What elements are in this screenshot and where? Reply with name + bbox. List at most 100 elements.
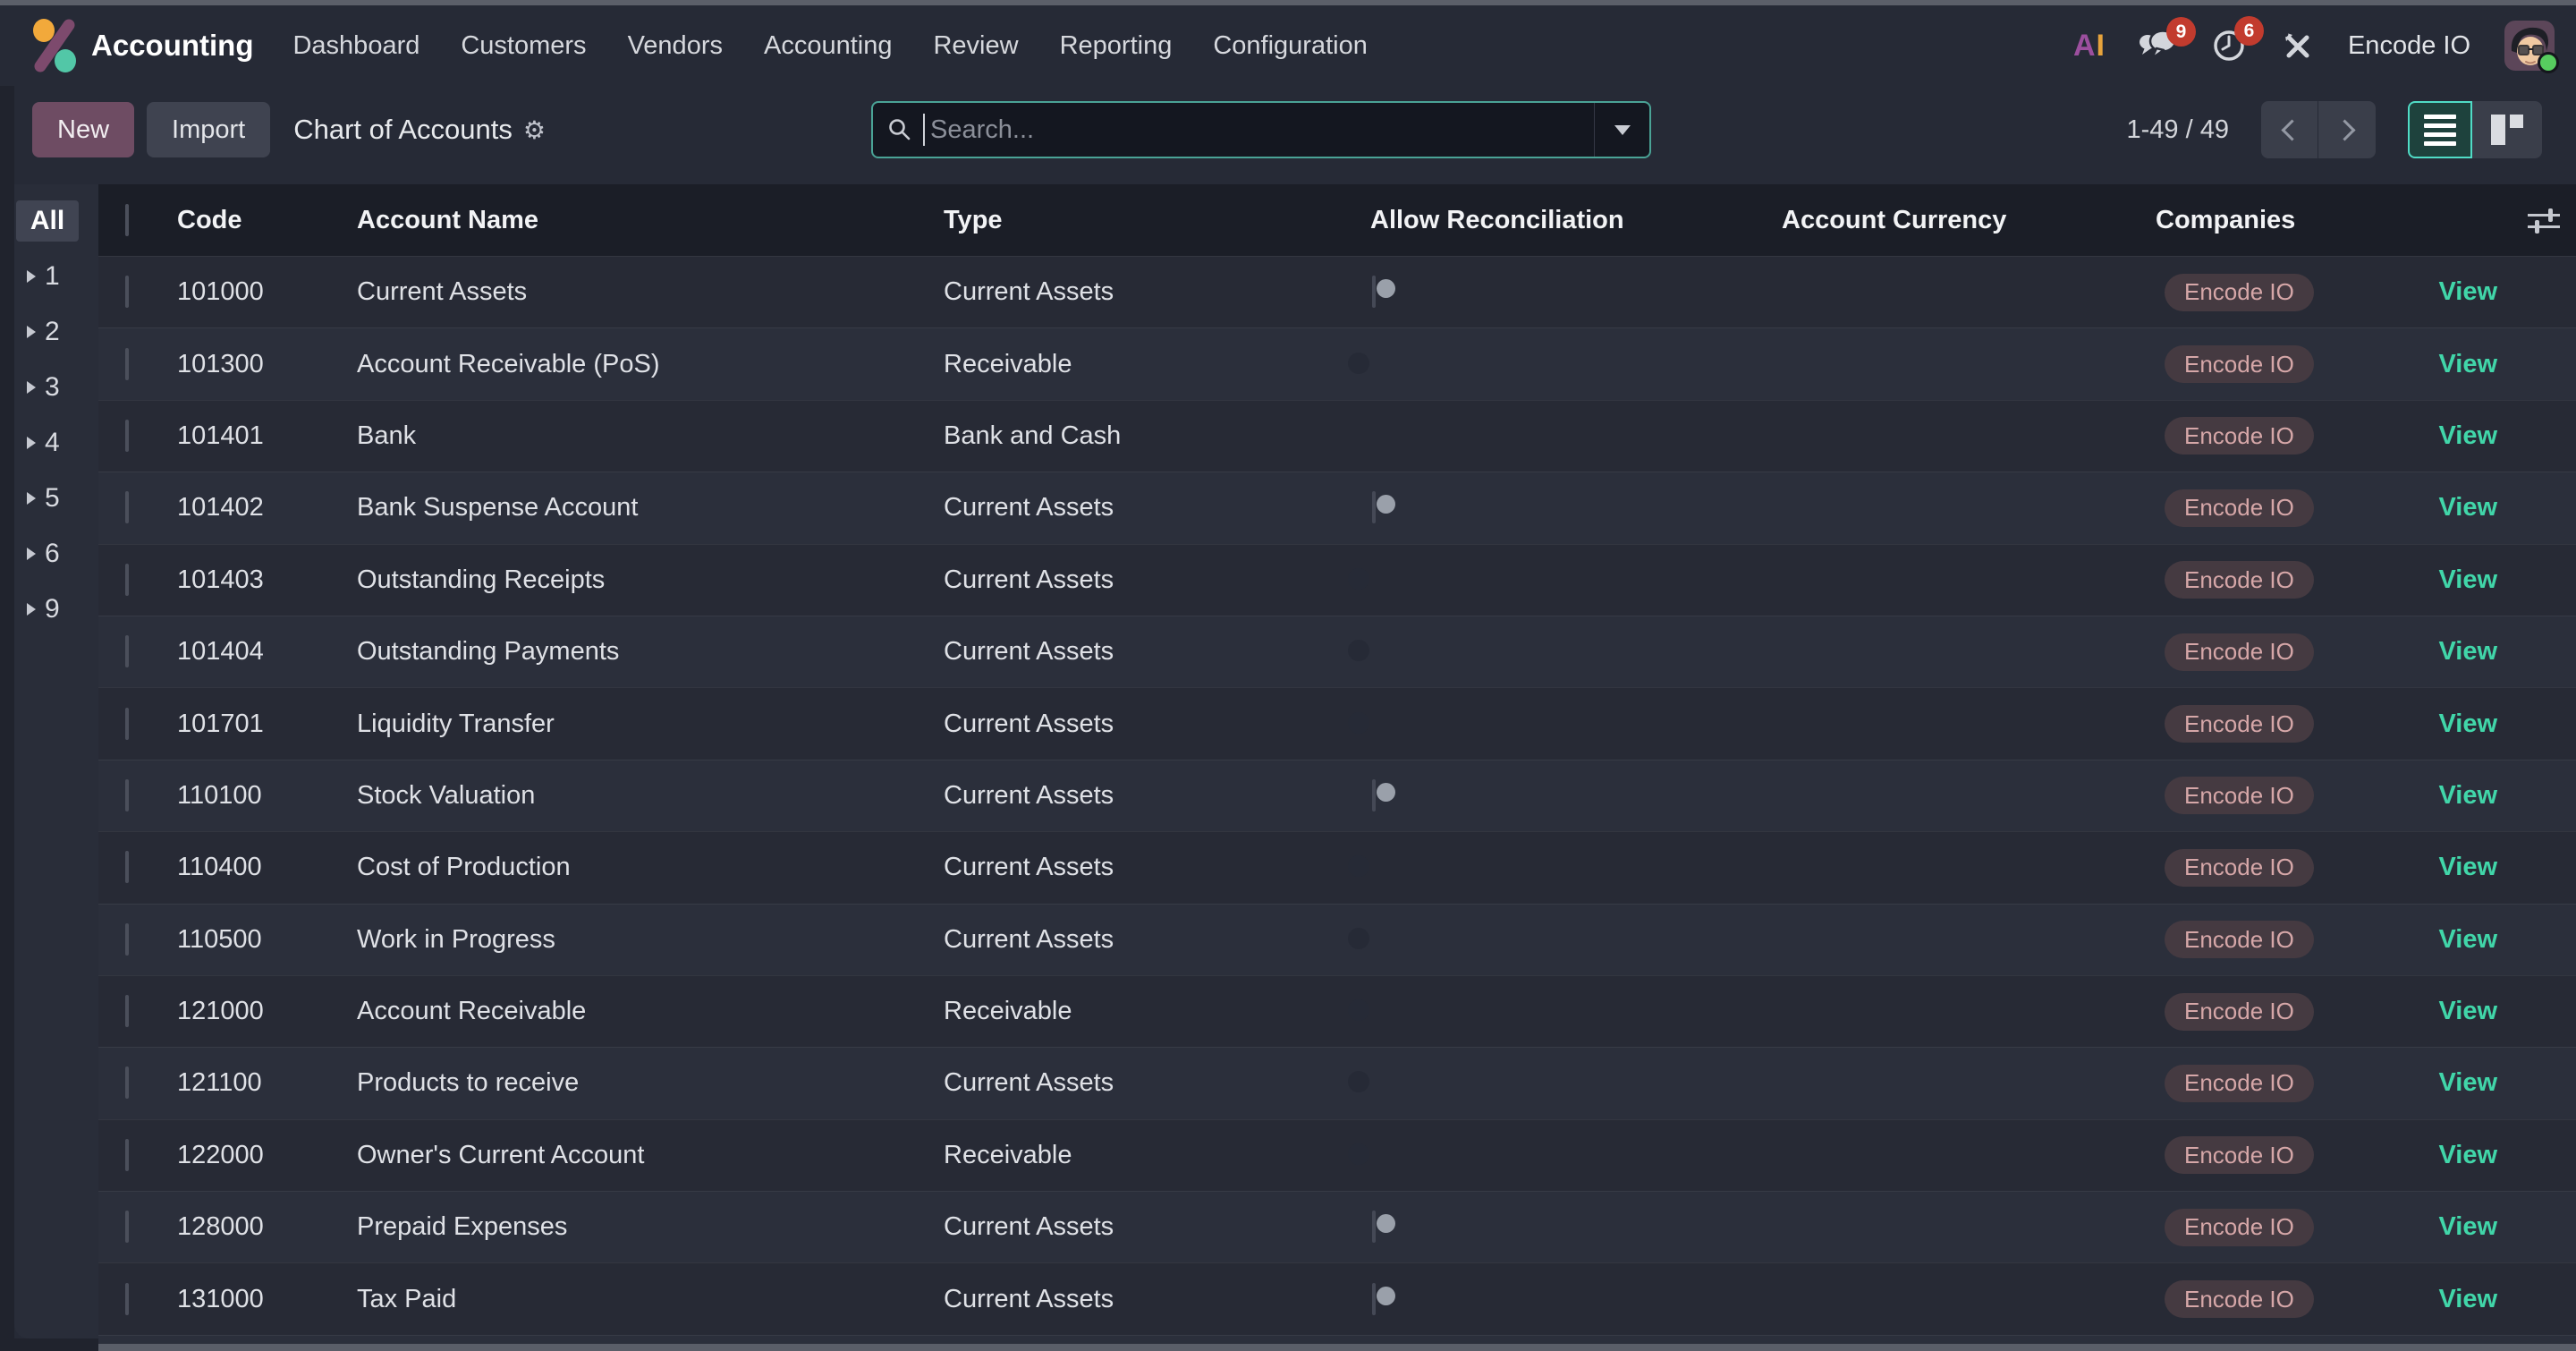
view-link[interactable]: View — [2438, 1140, 2497, 1169]
table-row[interactable]: 101000 Current Assets Current Assets Enc… — [98, 256, 2576, 328]
app-name[interactable]: Accounting — [91, 29, 254, 62]
row-checkbox[interactable] — [125, 995, 129, 1028]
toggle-knob — [1348, 927, 1369, 949]
view-link[interactable]: View — [2438, 277, 2497, 307]
view-link[interactable]: View — [2438, 997, 2497, 1026]
view-link[interactable]: View — [2438, 1068, 2497, 1098]
header-code[interactable]: Code — [177, 205, 242, 234]
header-account-name[interactable]: Account Name — [357, 205, 539, 234]
row-account-name: Bank Suspense Account — [357, 493, 639, 523]
list-view-button[interactable] — [2408, 101, 2472, 158]
view-link[interactable]: View — [2438, 493, 2497, 523]
row-code: 101403 — [177, 565, 264, 594]
menu-item[interactable]: Review — [933, 30, 1019, 60]
messages-icon[interactable]: 9 — [2139, 17, 2196, 62]
chevron-down-icon — [1614, 124, 1631, 135]
view-link[interactable]: View — [2438, 565, 2497, 594]
menu-item[interactable]: Customers — [461, 30, 587, 60]
sidebar-group-item[interactable]: 1 — [14, 249, 98, 304]
row-checkbox[interactable] — [125, 1282, 129, 1315]
menu-item[interactable]: Configuration — [1213, 30, 1368, 60]
view-link[interactable]: View — [2438, 637, 2497, 667]
table-row[interactable]: 101404 Outstanding Payments Current Asse… — [98, 615, 2576, 688]
header-allow-reconciliation[interactable]: Allow Reconciliation — [1370, 205, 1624, 234]
row-checkbox[interactable] — [125, 347, 129, 380]
row-checkbox[interactable] — [125, 635, 129, 668]
table-row[interactable]: 101401 Bank Bank and Cash Encode IO View — [98, 399, 2576, 472]
import-button[interactable]: Import — [147, 102, 271, 157]
sidebar-group-item[interactable]: 5 — [14, 471, 98, 526]
odoo-logo-icon[interactable] — [32, 18, 77, 73]
search-dropdown-toggle[interactable] — [1594, 103, 1649, 157]
table-row[interactable]: 110400 Cost of Production Current Assets… — [98, 831, 2576, 904]
menu-item[interactable]: Reporting — [1059, 30, 1173, 60]
table-row[interactable]: 122000 Owner's Current Account Receivabl… — [98, 1118, 2576, 1192]
row-checkbox[interactable] — [125, 563, 129, 596]
kanban-view-button[interactable] — [2472, 101, 2542, 158]
reconcile-toggle[interactable] — [1372, 276, 1395, 309]
row-checkbox[interactable] — [125, 1211, 129, 1244]
new-button[interactable]: New — [32, 102, 135, 157]
sidebar-group-item[interactable]: 2 — [14, 304, 98, 360]
reconcile-toggle[interactable] — [1372, 1282, 1395, 1315]
table-row[interactable]: 110100 Stock Valuation Current Assets En… — [98, 759, 2576, 832]
top-navbar: Accounting Dashboard Customers Vendors Acco… — [0, 5, 2576, 86]
row-checkbox[interactable] — [125, 491, 129, 524]
row-checkbox[interactable] — [125, 922, 129, 956]
menu-item[interactable]: Accounting — [763, 30, 893, 60]
header-companies[interactable]: Companies — [2156, 205, 2296, 234]
sidebar-group-item[interactable]: 6 — [14, 526, 98, 582]
text-caret — [923, 114, 925, 146]
table-row[interactable]: 110500 Work in Progress Current Assets E… — [98, 903, 2576, 975]
select-all-checkbox[interactable] — [125, 203, 129, 236]
view-link[interactable]: View — [2438, 853, 2497, 882]
sidebar-group-item[interactable]: 3 — [14, 360, 98, 415]
row-checkbox[interactable] — [125, 707, 129, 740]
sidebar-group-item[interactable]: 4 — [14, 415, 98, 471]
row-checkbox[interactable] — [125, 419, 129, 452]
view-link[interactable]: View — [2438, 924, 2497, 954]
menu-item[interactable]: Vendors — [627, 30, 723, 60]
view-settings-gear-icon[interactable]: ⚙ — [522, 115, 546, 144]
ai-icon[interactable]: A I — [2073, 29, 2105, 64]
table-row[interactable]: 128000 Prepaid Expenses Current Assets E… — [98, 1191, 2576, 1263]
pager-next-button[interactable] — [2318, 101, 2376, 158]
row-checkbox[interactable] — [125, 276, 129, 309]
tools-icon[interactable] — [2280, 29, 2314, 63]
table-row[interactable]: 121000 Account Receivable Receivable Enc… — [98, 974, 2576, 1048]
reconcile-toggle[interactable] — [1372, 491, 1395, 524]
sidebar-item-all[interactable]: All — [16, 200, 79, 242]
menu-item[interactable]: Dashboard — [292, 30, 420, 60]
activities-clock-icon[interactable]: 6 — [2212, 16, 2264, 63]
view-link[interactable]: View — [2438, 349, 2497, 378]
view-link[interactable]: View — [2438, 1284, 2497, 1313]
search-input[interactable] — [925, 115, 1594, 145]
pager-previous-button[interactable] — [2261, 101, 2318, 158]
row-code: 101300 — [177, 349, 264, 378]
company-switcher[interactable]: Encode IO — [2347, 30, 2470, 60]
table-row[interactable]: 101403 Outstanding Receipts Current Asse… — [98, 543, 2576, 616]
view-link[interactable]: View — [2438, 709, 2497, 738]
row-checkbox[interactable] — [125, 1138, 129, 1171]
optional-columns-icon[interactable] — [2528, 207, 2560, 234]
view-link[interactable]: View — [2438, 780, 2497, 810]
search-bar[interactable] — [871, 101, 1651, 158]
table-row[interactable]: 101300 Account Receivable (PoS) Receivab… — [98, 327, 2576, 400]
pager-range[interactable]: 1-49 / 49 — [2126, 115, 2229, 144]
avatar[interactable] — [2504, 21, 2559, 73]
reconcile-toggle[interactable] — [1372, 778, 1395, 811]
row-checkbox[interactable] — [125, 1066, 129, 1100]
table-row[interactable]: 131000 Tax Paid Current Assets Encode IO… — [98, 1262, 2576, 1335]
header-account-currency[interactable]: Account Currency — [1782, 205, 2007, 234]
table-row[interactable]: 101402 Bank Suspense Account Current Ass… — [98, 472, 2576, 544]
row-checkbox[interactable] — [125, 851, 129, 884]
table-row[interactable]: 121100 Products to receive Current Asset… — [98, 1047, 2576, 1119]
reconcile-toggle[interactable] — [1372, 1211, 1395, 1244]
row-type: Current Assets — [944, 853, 1114, 882]
sidebar-group-item[interactable]: 9 — [14, 582, 98, 637]
view-link[interactable]: View — [2438, 421, 2497, 450]
header-type[interactable]: Type — [944, 205, 1003, 234]
row-checkbox[interactable] — [125, 778, 129, 811]
view-link[interactable]: View — [2438, 1212, 2497, 1242]
table-row[interactable]: 101701 Liquidity Transfer Current Assets… — [98, 687, 2576, 760]
